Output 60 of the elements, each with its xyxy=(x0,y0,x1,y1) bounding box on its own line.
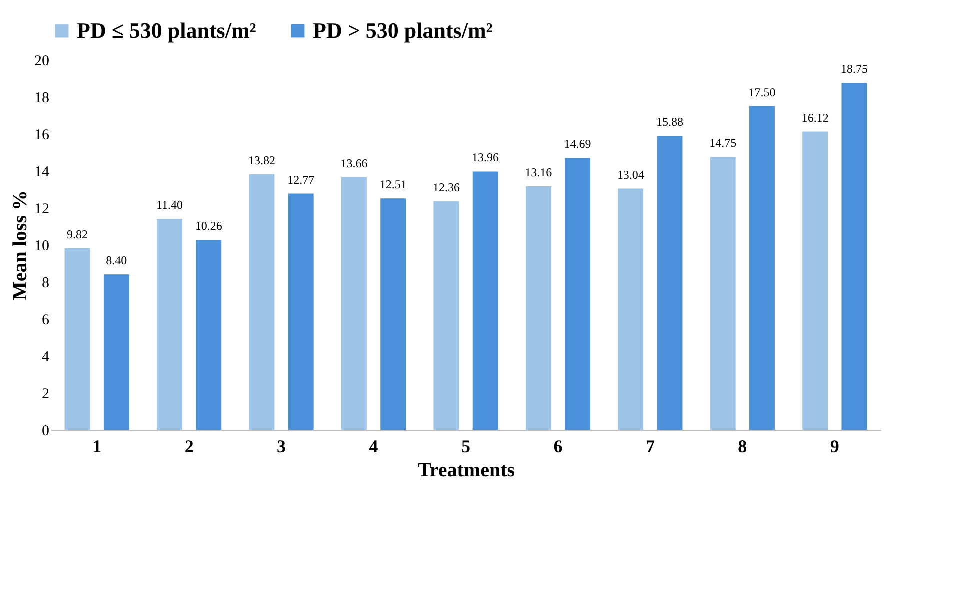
y-axis-title: Mean loss % xyxy=(10,190,32,300)
data-label: 13.96 xyxy=(472,150,500,165)
y-tick-label: 6 xyxy=(42,312,50,328)
y-tick-label: 16 xyxy=(34,128,50,144)
bar xyxy=(434,201,460,430)
bar xyxy=(342,177,367,430)
x-tick-label: 1 xyxy=(92,436,102,456)
y-tick-label: 4 xyxy=(42,350,50,366)
bar xyxy=(196,240,222,430)
legend-label: PD ≤ 530 plants/m² xyxy=(77,18,257,43)
bar xyxy=(104,274,130,430)
bar xyxy=(526,186,552,430)
y-tick-label: 0 xyxy=(42,424,50,440)
x-tick-label: 3 xyxy=(277,436,286,456)
data-label: 18.75 xyxy=(840,62,868,76)
bar xyxy=(618,188,644,430)
x-tick-label: 6 xyxy=(554,436,563,456)
data-label: 13.16 xyxy=(525,166,552,180)
data-label: 14.75 xyxy=(710,136,737,150)
data-label: 12.36 xyxy=(432,180,460,194)
data-label: 12.77 xyxy=(288,172,315,187)
bar xyxy=(157,219,182,430)
y-tick-label: 12 xyxy=(34,202,50,218)
x-tick-label: 2 xyxy=(184,436,194,456)
data-label: 17.50 xyxy=(748,85,776,100)
data-label: 10.26 xyxy=(195,219,222,234)
data-label: 12.51 xyxy=(380,178,407,192)
bar xyxy=(64,248,90,430)
x-tick-label: 5 xyxy=(462,436,470,456)
bar xyxy=(288,194,314,430)
data-label: 13.66 xyxy=(340,156,368,170)
data-label: 13.82 xyxy=(248,153,276,168)
x-tick-label: 9 xyxy=(830,436,840,456)
bar xyxy=(472,172,498,430)
data-label: 8.40 xyxy=(106,254,128,268)
x-tick-label: 8 xyxy=(738,436,748,456)
x-tick-label: 7 xyxy=(646,436,655,456)
y-tick-label: 10 xyxy=(34,238,50,254)
bar xyxy=(750,106,775,430)
y-tick-label: 20 xyxy=(34,54,50,70)
data-label: 9.82 xyxy=(67,227,88,242)
bar xyxy=(249,174,275,430)
data-label: 16.12 xyxy=(802,110,829,125)
y-tick-label: 14 xyxy=(34,164,50,180)
data-label: 13.04 xyxy=(617,168,644,182)
y-tick-label: 8 xyxy=(42,276,50,292)
data-label: 15.88 xyxy=(656,115,684,130)
y-tick-label: 18 xyxy=(34,90,50,106)
bar xyxy=(657,136,683,430)
bar xyxy=(842,83,868,430)
data-label: 14.69 xyxy=(564,137,592,152)
legend-label: PD > 530 plants/m² xyxy=(313,18,494,43)
y-tick-label: 2 xyxy=(42,386,50,402)
x-axis-title: Treatments xyxy=(418,460,516,482)
data-label: 11.40 xyxy=(156,198,184,212)
bar xyxy=(565,158,590,430)
bar xyxy=(802,132,828,430)
bar xyxy=(380,198,406,430)
x-tick-label: 4 xyxy=(369,436,378,456)
bar xyxy=(710,157,736,430)
